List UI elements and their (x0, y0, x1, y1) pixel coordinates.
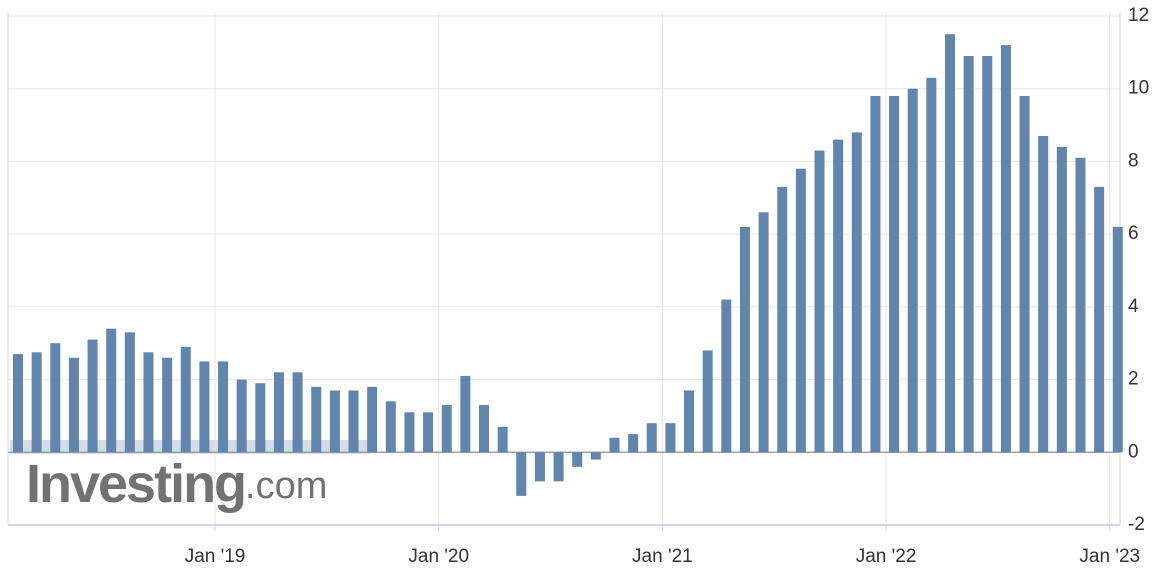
bar (1075, 157, 1086, 453)
bar (777, 186, 788, 453)
bar (236, 379, 247, 453)
y-tick-label: 2 (1128, 369, 1139, 390)
x-tick-label: Jan '19 (185, 546, 246, 567)
bar (1038, 135, 1049, 453)
bar (162, 357, 173, 453)
y-tick-label: 4 (1128, 296, 1139, 317)
bar (441, 405, 452, 453)
x-tick-label: Jan '23 (1079, 546, 1140, 567)
bar (1056, 146, 1067, 453)
bar (963, 55, 974, 453)
bar (590, 452, 601, 460)
bar (702, 350, 713, 453)
bar (255, 383, 266, 453)
bar (684, 390, 695, 453)
bar (516, 452, 527, 496)
x-tick-label: Jan '22 (856, 546, 917, 567)
bar (143, 352, 154, 453)
bar (795, 168, 806, 453)
bar (982, 55, 993, 453)
bar (739, 226, 750, 453)
bar (460, 375, 471, 453)
watermark: Investing.com (26, 454, 327, 514)
bar (292, 372, 303, 453)
bar (50, 343, 61, 453)
bar (628, 434, 639, 453)
bar (907, 88, 918, 453)
bar (68, 357, 79, 453)
bar (124, 332, 135, 453)
bar (404, 412, 415, 453)
y-tick-label: 0 (1128, 441, 1139, 462)
bar (348, 390, 359, 453)
bar (273, 372, 284, 453)
watermark-brand: Investing (26, 454, 245, 514)
watermark-domain: .com (245, 465, 327, 507)
bar (1094, 186, 1105, 453)
y-tick-label: 10 (1128, 78, 1149, 99)
bar (814, 150, 825, 453)
y-tick-label: 6 (1128, 223, 1139, 244)
bar (1000, 45, 1011, 453)
bar (870, 95, 881, 453)
bar (851, 132, 862, 453)
bar (721, 299, 732, 453)
bar (646, 423, 657, 453)
y-tick-label: 12 (1128, 5, 1149, 26)
bar (665, 423, 676, 453)
bar (329, 390, 340, 453)
bar (479, 405, 489, 453)
bar (180, 346, 191, 453)
bar (945, 34, 955, 453)
bar (106, 328, 117, 453)
bar (87, 339, 98, 453)
bar (497, 426, 508, 453)
y-tick-label: -2 (1128, 514, 1145, 535)
x-tick-label: Jan '21 (632, 546, 693, 567)
bar (889, 95, 900, 453)
bar (534, 452, 545, 482)
bar (833, 139, 844, 453)
bar (926, 77, 937, 453)
x-tick-label: Jan '20 (408, 546, 469, 567)
bar (367, 386, 378, 453)
bar (758, 212, 769, 453)
bar (311, 386, 322, 453)
bar (423, 412, 434, 453)
bar (609, 437, 620, 453)
bar (199, 361, 210, 453)
bar (1019, 95, 1030, 453)
bar (572, 452, 583, 467)
bar (1112, 226, 1123, 453)
bar (31, 352, 42, 453)
y-tick-label: 8 (1128, 150, 1139, 171)
bar (13, 354, 23, 453)
bar (218, 361, 229, 453)
bar (553, 452, 564, 482)
bar (385, 401, 396, 453)
